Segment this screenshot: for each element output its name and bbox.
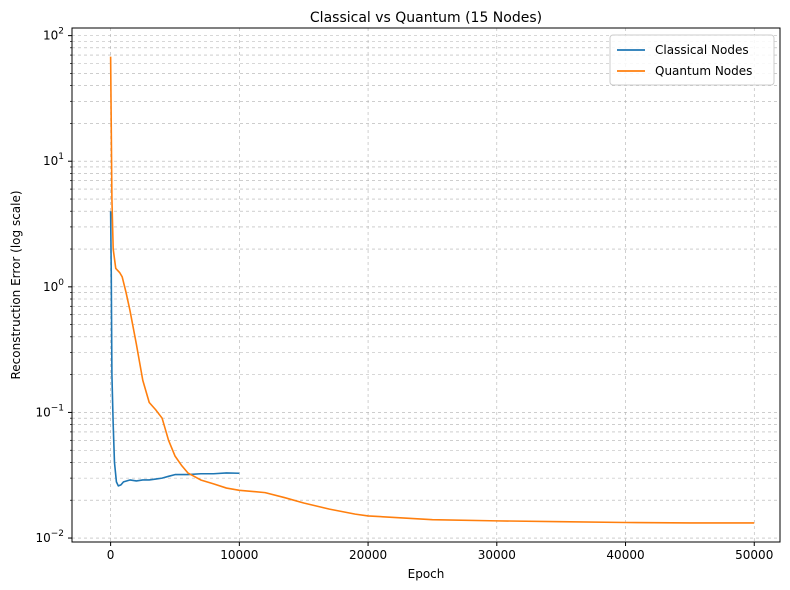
y-tick-label: 100 xyxy=(43,278,64,294)
y-tick-exponent: −2 xyxy=(51,529,64,539)
x-axis-label: Epoch xyxy=(408,567,445,581)
y-tick-base: 10 xyxy=(43,280,58,294)
y-axis-label: Reconstruction Error (log scale) xyxy=(9,190,23,379)
legend-label-quantum: Quantum Nodes xyxy=(655,64,752,78)
ticks: 0 10000 20000 30000 40000 5000010−210−1100101… xyxy=(35,27,773,562)
x-tick-label: 50000 xyxy=(735,548,773,562)
y-tick-exponent: 0 xyxy=(58,278,64,288)
series-layer xyxy=(109,56,755,524)
x-tick-label: 30000 xyxy=(478,548,516,562)
y-tick-label: 102 xyxy=(43,27,64,43)
x-tick-label: 20000 xyxy=(349,548,387,562)
legend: Classical Nodes Quantum Nodes xyxy=(609,34,775,86)
legend-box xyxy=(609,34,775,86)
y-tick-base: 10 xyxy=(43,29,58,43)
y-tick-label: 10−1 xyxy=(35,403,64,419)
y-tick-label: 101 xyxy=(43,152,64,168)
y-tick-exponent: −1 xyxy=(51,403,64,413)
plot-area xyxy=(71,27,781,543)
chart-title: Classical vs Quantum (15 Nodes) xyxy=(310,10,542,26)
y-tick-base: 10 xyxy=(43,154,58,168)
series-line-classical xyxy=(109,211,240,487)
y-tick-exponent: 1 xyxy=(58,152,64,162)
y-tick-exponent: 2 xyxy=(58,27,64,37)
y-tick-label: 10−2 xyxy=(35,529,64,545)
grid xyxy=(72,28,780,542)
x-tick-label: 40000 xyxy=(606,548,644,562)
y-tick-base: 10 xyxy=(35,531,50,545)
y-tick-base: 10 xyxy=(35,405,50,419)
legend-label-classical: Classical Nodes xyxy=(655,43,749,57)
x-tick-label: 0 xyxy=(107,548,115,562)
series-line-quantum xyxy=(109,56,755,524)
x-tick-label: 10000 xyxy=(220,548,258,562)
